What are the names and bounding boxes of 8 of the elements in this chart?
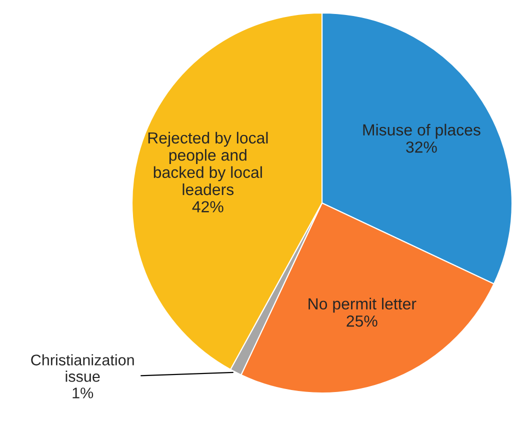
data-label: 1% <box>72 388 94 398</box>
slice-label: Christianization issue <box>31 354 134 382</box>
data-label: 42% <box>192 201 224 212</box>
data-label: 32% <box>406 141 437 153</box>
slice-label: No permit letter <box>308 298 416 313</box>
data-label: 25% <box>346 315 378 327</box>
slice-label: Rejected by local people and backed by local leaders <box>148 132 268 196</box>
slice-label: Misuse of places <box>363 124 480 139</box>
